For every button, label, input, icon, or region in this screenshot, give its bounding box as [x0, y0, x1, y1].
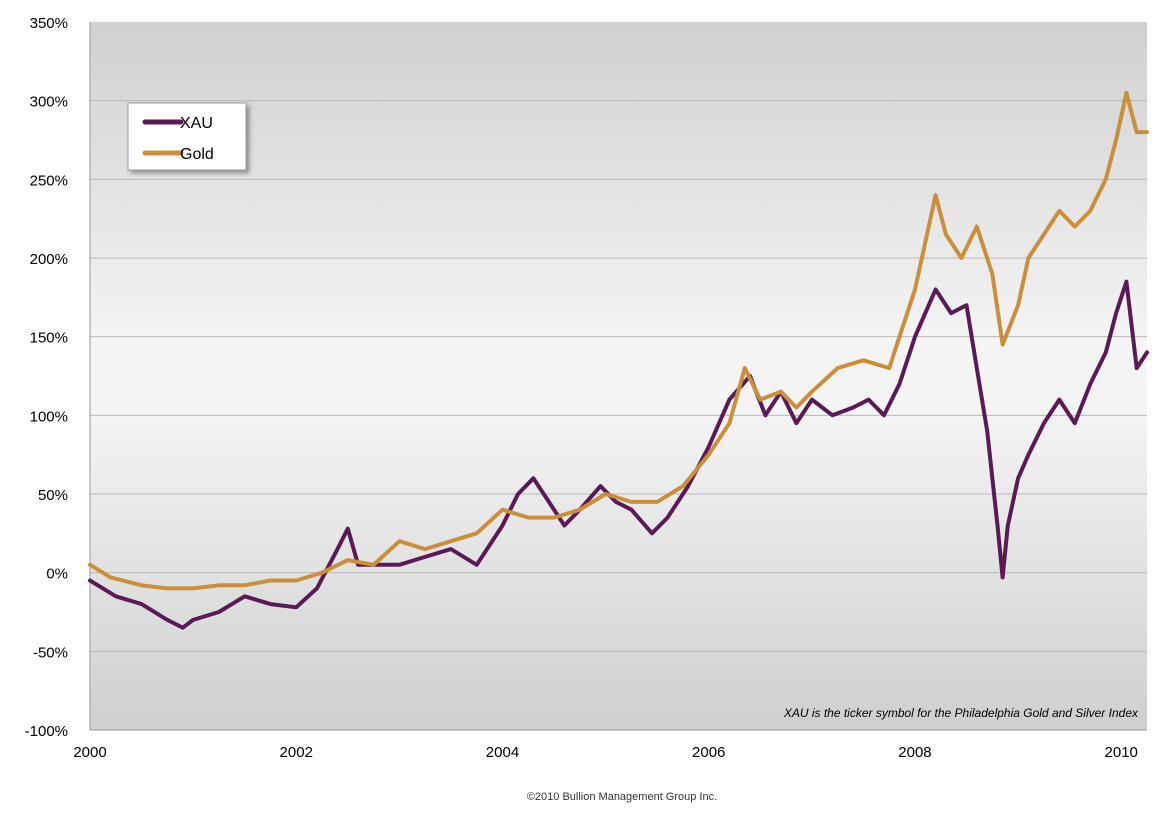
y-tick-label: 50%	[38, 487, 68, 504]
y-tick-label: -100%	[25, 723, 68, 740]
x-tick-label: 2002	[280, 744, 313, 761]
y-tick-label: 250%	[30, 172, 68, 189]
y-tick-label: 350%	[30, 15, 68, 32]
y-tick-label: 300%	[30, 94, 68, 111]
x-tick-label: 2006	[692, 744, 725, 761]
x-tick-label: 2000	[73, 744, 106, 761]
x-tick-label: 2008	[898, 744, 931, 761]
series-line-gold	[88, 90, 1149, 591]
legend-label-xau: XAU	[180, 115, 213, 132]
axes: -100% -50% 0% 50% 100% 150% 200% 250% 300% 350% 20…	[25, 15, 1147, 761]
chart-annotation: XAU is the ticker symbol for the Philade…	[783, 706, 1139, 720]
y-tick-label: -50%	[33, 644, 68, 661]
legend: XAU Gold	[127, 102, 247, 171]
legend-box	[127, 102, 247, 171]
grid-lines	[90, 100, 1147, 652]
copyright-text: ©2010 Bullion Management Group Inc.	[527, 791, 717, 803]
y-tick-label: 200%	[30, 251, 68, 268]
y-tick-label: 150%	[30, 330, 68, 347]
y-tick-label: 100%	[30, 408, 68, 425]
plot-area	[90, 22, 1147, 730]
x-tick-label: 2004	[486, 744, 519, 761]
y-tick-label: 0%	[46, 566, 68, 583]
x-tick-label: 2010	[1105, 744, 1138, 761]
series-lines	[88, 90, 1149, 630]
legend-label-gold: Gold	[180, 146, 214, 163]
